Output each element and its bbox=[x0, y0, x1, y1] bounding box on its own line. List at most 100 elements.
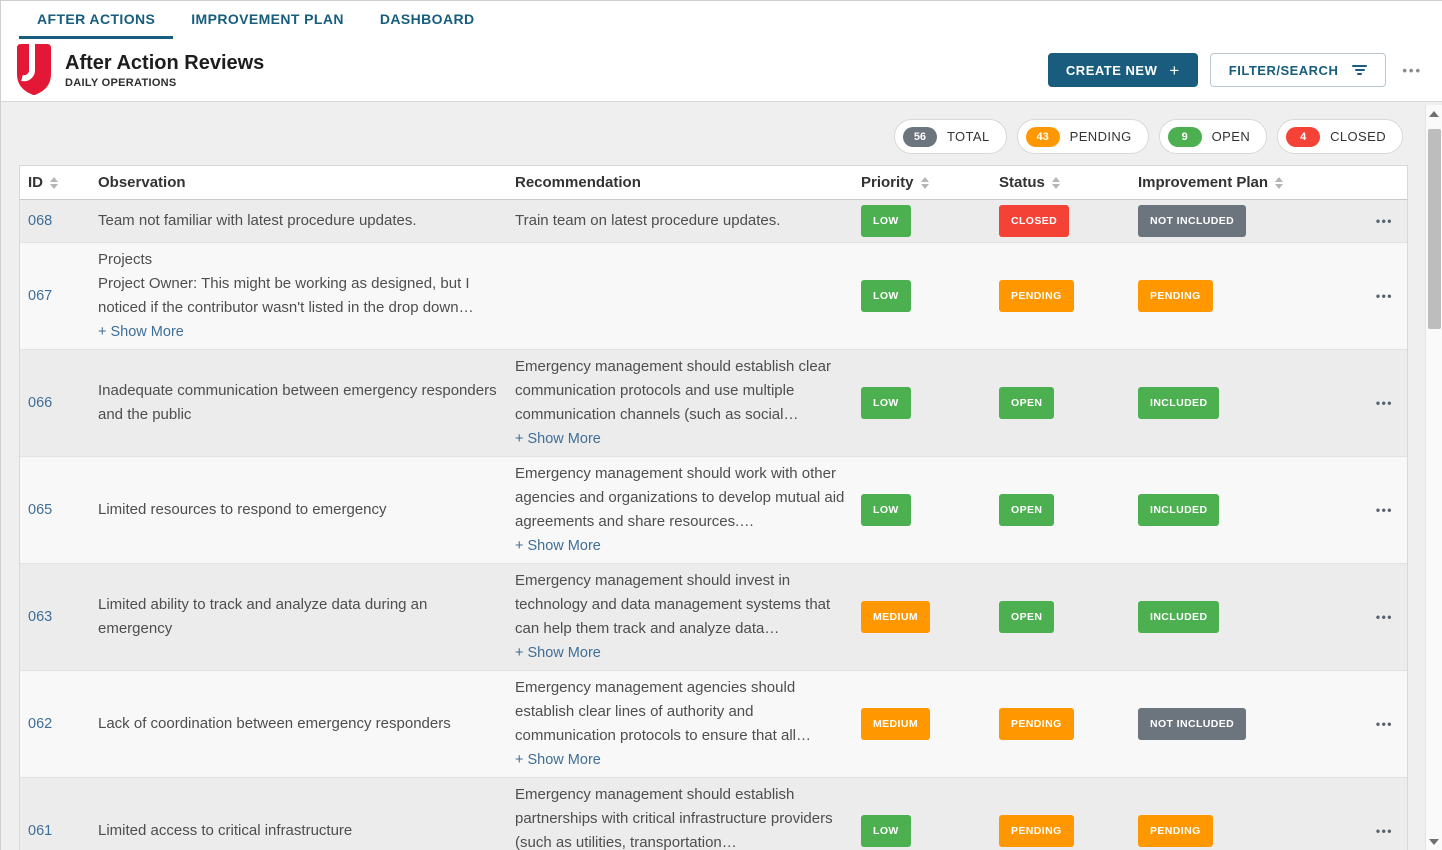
status-badge: OPEN bbox=[999, 601, 1055, 633]
recommendation-text: Emergency management should establish pa… bbox=[515, 786, 833, 850]
filter-icon bbox=[1352, 65, 1368, 75]
observation-text: Limited ability to track and analyze dat… bbox=[98, 596, 428, 637]
page-subtitle: DAILY OPERATIONS bbox=[65, 77, 177, 89]
recommendation-show-more-link[interactable]: + Show More bbox=[515, 645, 601, 661]
row-id-link[interactable]: 061 bbox=[28, 823, 53, 839]
column-header-label: Recommendation bbox=[515, 174, 641, 191]
actions-column-header bbox=[1350, 175, 1407, 191]
column-header[interactable]: Priority bbox=[853, 166, 991, 199]
row-id-link[interactable]: 066 bbox=[28, 395, 53, 411]
tab[interactable]: IMPROVEMENT PLAN bbox=[173, 1, 362, 39]
improvement-plan-badge: PENDING bbox=[1138, 280, 1213, 312]
recommendation-text: Train team on latest procedure updates. bbox=[515, 212, 781, 229]
status-badge: PENDING bbox=[999, 815, 1074, 847]
vertical-scrollbar[interactable] bbox=[1425, 105, 1442, 850]
header-more-options-icon[interactable]: ••• bbox=[1402, 62, 1422, 78]
tab[interactable]: AFTER ACTIONS bbox=[19, 1, 174, 39]
table-row: 066 Inadequate communication between eme… bbox=[20, 349, 1407, 456]
filter-search-button[interactable]: FILTER/SEARCH bbox=[1209, 53, 1387, 87]
column-header[interactable]: Observation bbox=[90, 166, 507, 199]
create-new-button[interactable]: CREATE NEW + bbox=[1047, 53, 1198, 87]
tab-label: AFTER ACTIONS bbox=[37, 10, 156, 27]
status-summary-pill[interactable]: 56 TOTAL bbox=[893, 119, 1007, 154]
table-row: 068 Team not familiar with latest proced… bbox=[20, 200, 1407, 242]
priority-badge: LOW bbox=[861, 205, 911, 237]
row-id-link[interactable]: 067 bbox=[28, 288, 53, 304]
scroll-down-icon[interactable] bbox=[1429, 839, 1439, 845]
row-id-link[interactable]: 068 bbox=[28, 213, 53, 229]
top-tabs: AFTER ACTIONS IMPROVEMENT PLAN DASHBOARD bbox=[1, 1, 1442, 39]
app-header: After Action Reviews DAILY OPERATIONS CR… bbox=[1, 39, 1442, 101]
column-header[interactable]: Status bbox=[991, 166, 1130, 199]
column-header-label: Status bbox=[999, 174, 1045, 191]
priority-badge: LOW bbox=[861, 387, 911, 419]
column-header[interactable]: ID bbox=[20, 166, 90, 199]
scroll-up-icon[interactable] bbox=[1429, 111, 1439, 117]
table-row: 067 Projects Project Owner: This might b… bbox=[20, 242, 1407, 349]
tab-label: IMPROVEMENT PLAN bbox=[191, 10, 344, 27]
create-new-label: CREATE NEW bbox=[1065, 62, 1158, 78]
status-count-badge: 4 bbox=[1286, 126, 1321, 147]
tab[interactable]: DASHBOARD bbox=[362, 1, 493, 39]
row-more-options-icon[interactable]: ••• bbox=[1375, 289, 1393, 303]
row-id-link[interactable]: 065 bbox=[28, 502, 53, 518]
sort-icon bbox=[1275, 176, 1284, 189]
status-pill-label: TOTAL bbox=[946, 129, 990, 144]
status-badge: OPEN bbox=[999, 494, 1055, 526]
plus-icon: + bbox=[1169, 60, 1180, 80]
table-header-row: ID Observation Recommendation Priority S… bbox=[20, 166, 1407, 200]
priority-badge: LOW bbox=[861, 494, 911, 526]
improvement-plan-badge: NOT INCLUDED bbox=[1138, 205, 1247, 237]
status-summary-pill[interactable]: 9 OPEN bbox=[1158, 119, 1268, 154]
recommendation-show-more-link[interactable]: + Show More bbox=[515, 538, 601, 554]
status-badge: CLOSED bbox=[999, 205, 1070, 237]
recommendation-show-more-link[interactable]: + Show More bbox=[515, 431, 601, 447]
tab-label: DASHBOARD bbox=[379, 10, 475, 27]
priority-badge: MEDIUM bbox=[861, 708, 930, 740]
titles: After Action Reviews DAILY OPERATIONS bbox=[65, 51, 264, 89]
row-more-options-icon[interactable]: ••• bbox=[1375, 214, 1393, 228]
sort-icon bbox=[920, 176, 929, 189]
status-pill-label: OPEN bbox=[1211, 129, 1251, 144]
observation-text: Team not familiar with latest procedure … bbox=[98, 212, 417, 229]
priority-badge: LOW bbox=[861, 280, 911, 312]
improvement-plan-badge: PENDING bbox=[1138, 815, 1213, 847]
row-more-options-icon[interactable]: ••• bbox=[1375, 610, 1393, 624]
scroll-thumb[interactable] bbox=[1427, 129, 1441, 329]
improvement-plan-badge: INCLUDED bbox=[1138, 387, 1220, 419]
table-row: 061 Limited access to critical infrastru… bbox=[20, 777, 1407, 850]
improvement-plan-badge: INCLUDED bbox=[1138, 601, 1220, 633]
status-count-badge: 43 bbox=[1025, 126, 1060, 147]
priority-badge: LOW bbox=[861, 815, 911, 847]
recommendation-text: Emergency management should invest in te… bbox=[515, 572, 831, 637]
content-area: 56 TOTAL 43 PENDING 9 OPEN 4 CLOSED ID O… bbox=[1, 101, 1442, 850]
status-badge: OPEN bbox=[999, 387, 1055, 419]
status-pill-label: CLOSED bbox=[1330, 129, 1386, 144]
row-more-options-icon[interactable]: ••• bbox=[1375, 717, 1393, 731]
column-header-label: ID bbox=[28, 174, 43, 191]
priority-badge: MEDIUM bbox=[861, 601, 930, 633]
status-badge: PENDING bbox=[999, 280, 1074, 312]
observation-show-more-link[interactable]: + Show More bbox=[98, 324, 184, 340]
row-id-link[interactable]: 063 bbox=[28, 609, 53, 625]
observation-text: Limited access to critical infrastructur… bbox=[98, 822, 353, 839]
observation-text: Lack of coordination between emergency r… bbox=[98, 715, 451, 732]
status-pill-label: PENDING bbox=[1069, 129, 1132, 144]
status-summary-pill[interactable]: 4 CLOSED bbox=[1277, 119, 1403, 154]
recommendation-text: Emergency management should establish cl… bbox=[515, 358, 832, 423]
filter-search-label: FILTER/SEARCH bbox=[1228, 62, 1339, 78]
observation-text: Limited resources to respond to emergenc… bbox=[98, 501, 387, 518]
column-header-label: Improvement Plan bbox=[1138, 174, 1269, 191]
row-more-options-icon[interactable]: ••• bbox=[1375, 396, 1393, 410]
recommendation-text: Emergency management should work with ot… bbox=[515, 465, 845, 530]
column-header[interactable]: Improvement Plan bbox=[1130, 166, 1350, 199]
row-more-options-icon[interactable]: ••• bbox=[1375, 824, 1393, 838]
recommendation-show-more-link[interactable]: + Show More bbox=[515, 752, 601, 768]
status-summary-pill[interactable]: 43 PENDING bbox=[1016, 119, 1149, 154]
column-header[interactable]: Recommendation bbox=[507, 166, 853, 199]
row-id-link[interactable]: 062 bbox=[28, 716, 53, 732]
row-more-options-icon[interactable]: ••• bbox=[1375, 503, 1393, 517]
status-count-badge: 56 bbox=[902, 126, 937, 147]
column-header-label: Priority bbox=[861, 174, 914, 191]
